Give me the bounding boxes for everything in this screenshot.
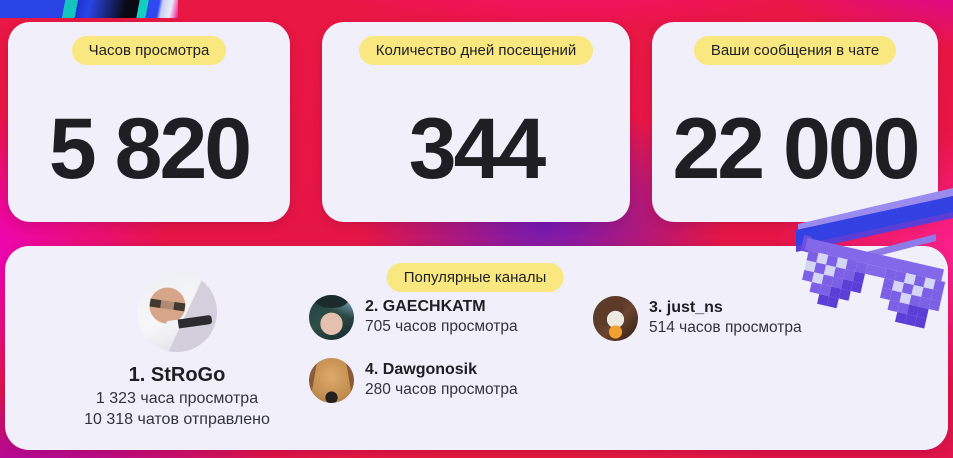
- stat-label-pill: Часов просмотра: [71, 36, 227, 65]
- stat-value-days-visited: 344: [408, 100, 546, 197]
- stat-label: Ваши сообщения в чате: [710, 42, 880, 59]
- channel-watch-time: 705 часов просмотра: [365, 318, 518, 335]
- stat-label-pill: Ваши сообщения в чате: [693, 36, 897, 65]
- popular-channels-card: Популярные каналы 1. StRoGo 1 323 часа п…: [5, 246, 948, 450]
- top-left-artwork: [0, 0, 178, 18]
- stat-value-chat-messages: 22 000: [672, 100, 920, 197]
- stat-label: Количество дней посещений: [375, 42, 577, 59]
- channel-item-just-ns[interactable]: 3. just_ns 514 часов просмотра: [593, 296, 802, 341]
- channel-name: 4. Dawgonosik: [365, 361, 478, 378]
- just-ns-avatar: [593, 296, 638, 341]
- strogo-avatar: [137, 272, 217, 352]
- channel-item-dawgonosik[interactable]: 4. Dawgonosik 280 часов просмотра: [309, 358, 518, 403]
- channel-name: 3. just_ns: [649, 299, 723, 316]
- pixel-sunglasses-graphic: [796, 188, 953, 329]
- dawgonosik-avatar: [309, 358, 354, 403]
- stat-value-watch-hours: 5 820: [48, 100, 252, 197]
- channel-item-strogo[interactable]: 1. StRoGo 1 323 часа просмотра 10 318 ча…: [77, 272, 277, 429]
- stat-card-days-visited: Количество дней посещений 344: [322, 22, 630, 222]
- channel-name: 1. StRoGo: [128, 364, 226, 386]
- channel-watch-time: 1 323 часа просмотра: [95, 390, 259, 407]
- stat-label: Часов просмотра: [88, 42, 210, 59]
- gaechkatm-avatar: [309, 295, 354, 340]
- stat-label-pill: Количество дней посещений: [358, 36, 594, 65]
- channel-watch-time: 514 часов просмотра: [649, 319, 802, 336]
- popular-channels-pill: Популярные каналы: [386, 263, 564, 292]
- channel-name: 2. GAECHKATM: [365, 298, 486, 315]
- popular-channels-label: Популярные каналы: [403, 269, 547, 286]
- channel-watch-time: 280 часов просмотра: [365, 381, 518, 398]
- channel-item-gaechkatm[interactable]: 2. GAECHKATM 705 часов просмотра: [309, 295, 518, 340]
- stat-card-watch-hours: Часов просмотра 5 820: [8, 22, 290, 222]
- stat-card-chat-messages: Ваши сообщения в чате 22 000: [652, 22, 938, 222]
- channel-chats-sent: 10 318 чатов отправлено: [84, 411, 270, 428]
